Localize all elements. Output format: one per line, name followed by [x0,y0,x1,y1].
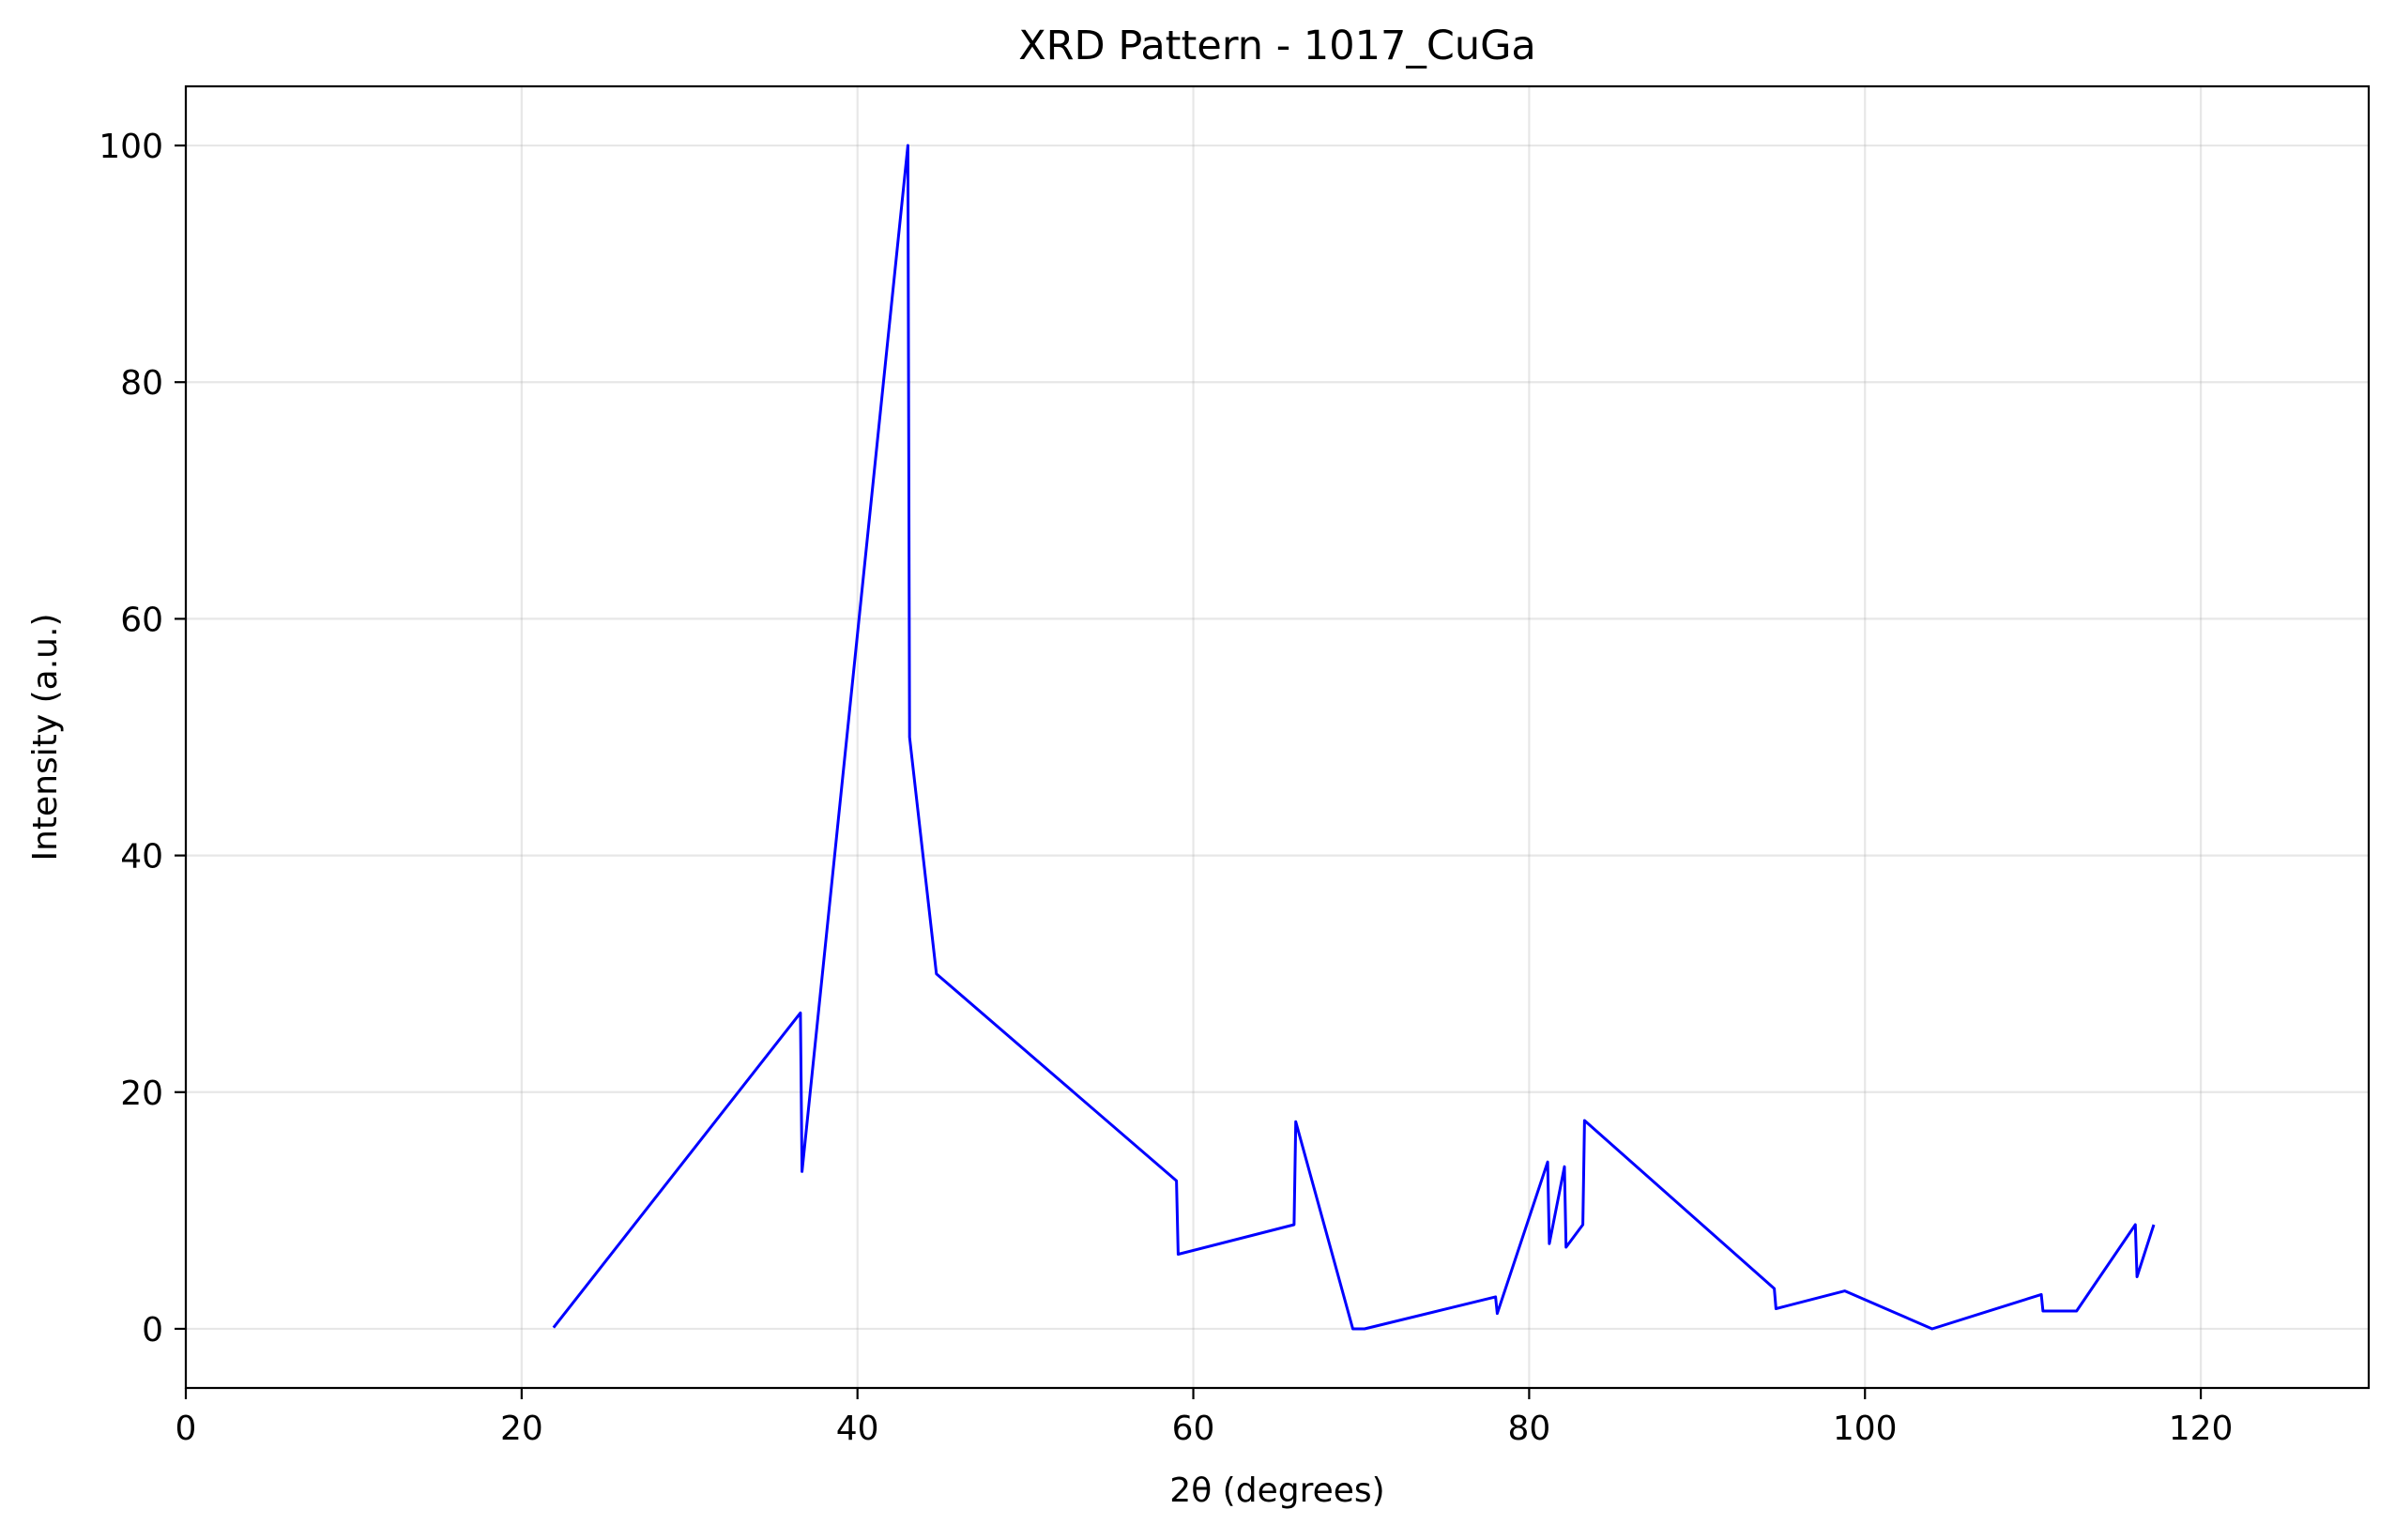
y-tick-label: 60 [120,601,163,639]
ticks: 0 20 40 60 80 100 120 0 20 40 60 80 100 [99,128,2233,1448]
grid [184,86,2369,1388]
x-tick-label: 40 [836,1410,879,1448]
y-tick-label: 40 [120,838,163,877]
xrd-series-line [552,144,2156,1331]
plot-area-frame [184,84,2371,1390]
y-tick-label: 100 [99,128,163,166]
x-axis-label: 2θ (degrees) [1169,1471,1384,1510]
chart-title: XRD Pattern - 1017_CuGa [1018,23,1536,69]
x-tick-label: 20 [500,1410,543,1448]
y-tick-label: 0 [142,1311,163,1349]
x-tick-label: 80 [1507,1410,1550,1448]
y-axis-label: Intensity (a.u.) [26,614,65,861]
x-tick-label: 0 [175,1410,197,1448]
x-tick-label: 120 [2169,1410,2234,1448]
y-tick-label: 80 [120,364,163,403]
x-tick-label: 100 [1833,1410,1898,1448]
series-layer [552,144,2156,1331]
x-tick-label: 60 [1172,1410,1215,1448]
y-tick-label: 20 [120,1075,163,1113]
